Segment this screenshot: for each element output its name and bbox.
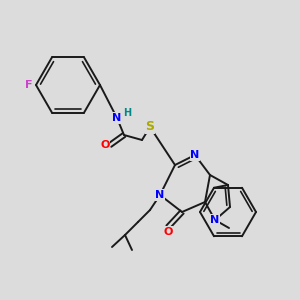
Text: S: S bbox=[146, 121, 154, 134]
Text: F: F bbox=[25, 80, 33, 90]
Text: O: O bbox=[100, 140, 110, 150]
Text: N: N bbox=[190, 150, 200, 160]
Text: H: H bbox=[123, 108, 131, 118]
Text: N: N bbox=[210, 215, 220, 225]
Text: O: O bbox=[163, 227, 173, 237]
Text: N: N bbox=[155, 190, 165, 200]
Text: N: N bbox=[112, 113, 122, 123]
